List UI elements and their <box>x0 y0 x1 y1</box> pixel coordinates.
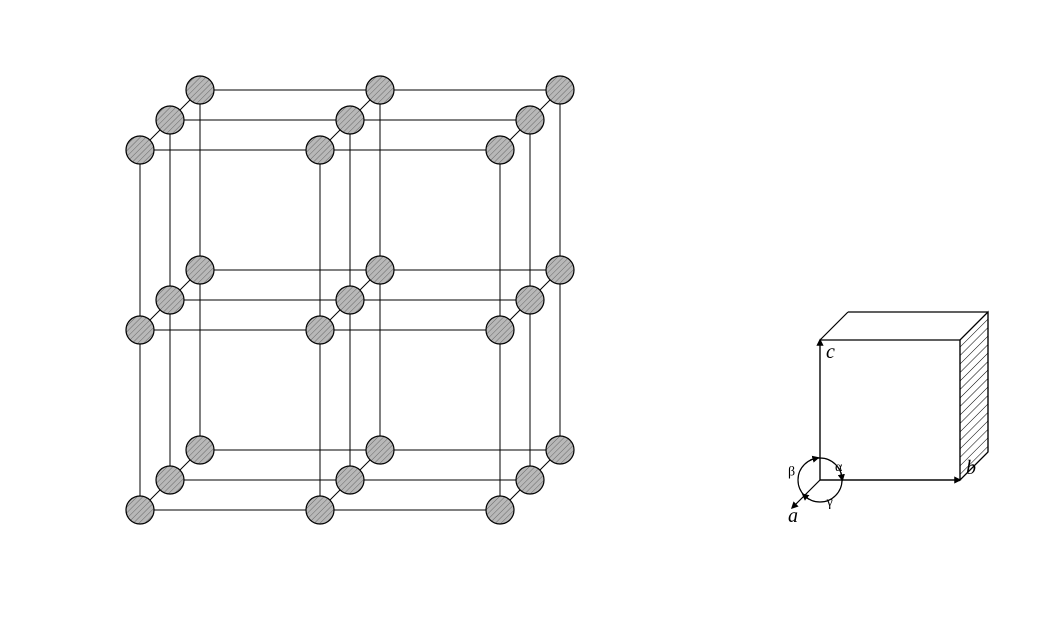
atom <box>126 316 154 344</box>
atom <box>186 436 214 464</box>
atom <box>516 286 544 314</box>
figure-canvas: c b a α β γ <box>0 0 1064 625</box>
atom <box>366 256 394 284</box>
atom <box>186 76 214 104</box>
atom <box>336 286 364 314</box>
atom <box>516 106 544 134</box>
atom <box>126 136 154 164</box>
atom <box>306 136 334 164</box>
label-beta: β <box>788 464 795 479</box>
atom <box>156 466 184 494</box>
unit-cell-group <box>792 312 988 508</box>
atom <box>126 496 154 524</box>
label-gamma: γ <box>826 495 833 510</box>
label-a: a <box>788 505 798 527</box>
atom <box>546 76 574 104</box>
label-b: b <box>966 457 976 479</box>
diagram-svg: c b a α β γ <box>0 0 1064 625</box>
atom <box>486 316 514 344</box>
atom <box>336 106 364 134</box>
atom <box>336 466 364 494</box>
axis-a <box>792 480 820 508</box>
atom <box>516 466 544 494</box>
atom <box>366 436 394 464</box>
atom <box>486 136 514 164</box>
unit-cell-labels: c b a α β γ <box>788 341 976 527</box>
atom <box>306 316 334 344</box>
atom <box>156 286 184 314</box>
lattice-group <box>126 76 574 524</box>
unit-cell-right-face <box>960 312 988 480</box>
label-c: c <box>826 341 835 363</box>
atom <box>156 106 184 134</box>
atom <box>186 256 214 284</box>
atom <box>546 256 574 284</box>
atom <box>306 496 334 524</box>
label-alpha: α <box>835 460 843 475</box>
atom <box>486 496 514 524</box>
atom <box>546 436 574 464</box>
atom <box>366 76 394 104</box>
